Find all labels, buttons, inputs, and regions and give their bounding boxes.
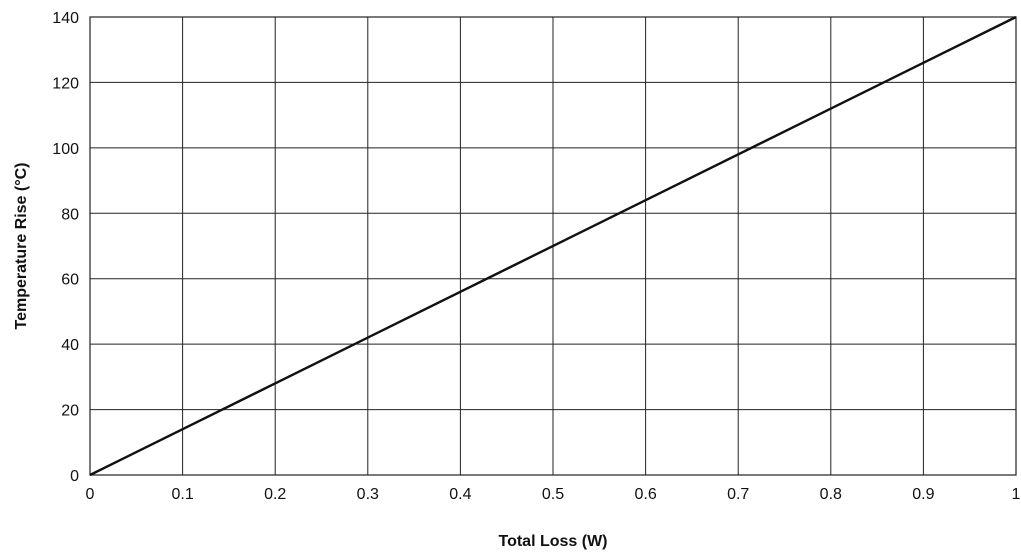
y-tick-label: 120 <box>52 75 79 92</box>
x-tick-label: 0.5 <box>542 486 564 503</box>
x-tick-label: 0.9 <box>912 486 934 503</box>
y-tick-label: 0 <box>70 468 79 485</box>
x-axis-title: Total Loss (W) <box>498 533 607 550</box>
y-tick-label: 100 <box>52 141 79 158</box>
x-tick-label: 0.1 <box>171 486 193 503</box>
x-tick-label: 0.3 <box>357 486 379 503</box>
y-tick-label: 140 <box>52 10 79 27</box>
temperature-rise-line <box>89 15 1017 477</box>
x-tick-label: 0.7 <box>727 486 749 503</box>
x-tick-label: 0.6 <box>634 486 656 503</box>
y-axis-tick-labels: 0 20 40 60 80 100 120 140 <box>52 10 79 485</box>
x-tick-label: 0 <box>86 486 95 503</box>
x-tick-label: 0.4 <box>449 486 471 503</box>
y-tick-label: 80 <box>61 206 79 223</box>
plot-area-frame <box>89 16 1017 476</box>
x-tick-label: 0.2 <box>264 486 286 503</box>
x-tick-label: 0.8 <box>820 486 842 503</box>
x-tick-label: 1 <box>1012 486 1021 503</box>
y-axis-title: Temperature Rise (°C) <box>13 162 30 329</box>
y-tick-label: 60 <box>61 272 79 289</box>
series-layer <box>89 15 1017 477</box>
x-axis-tick-labels: 0 0.1 0.2 0.3 0.4 0.5 0.6 0.7 0.8 0.9 1 <box>86 486 1021 503</box>
y-tick-label: 40 <box>61 337 79 354</box>
y-tick-label: 20 <box>61 403 79 420</box>
